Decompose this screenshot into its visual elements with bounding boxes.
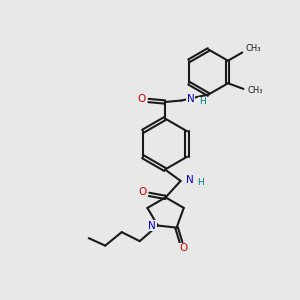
Text: CH₃: CH₃ [247, 86, 262, 95]
Text: H: H [199, 98, 206, 106]
Text: N: N [187, 94, 195, 104]
Text: H: H [197, 178, 204, 187]
Text: CH₃: CH₃ [246, 44, 261, 53]
Text: O: O [138, 187, 147, 197]
Text: O: O [138, 94, 146, 104]
Text: N: N [148, 220, 156, 230]
Text: N: N [186, 175, 194, 185]
Text: O: O [179, 243, 188, 253]
